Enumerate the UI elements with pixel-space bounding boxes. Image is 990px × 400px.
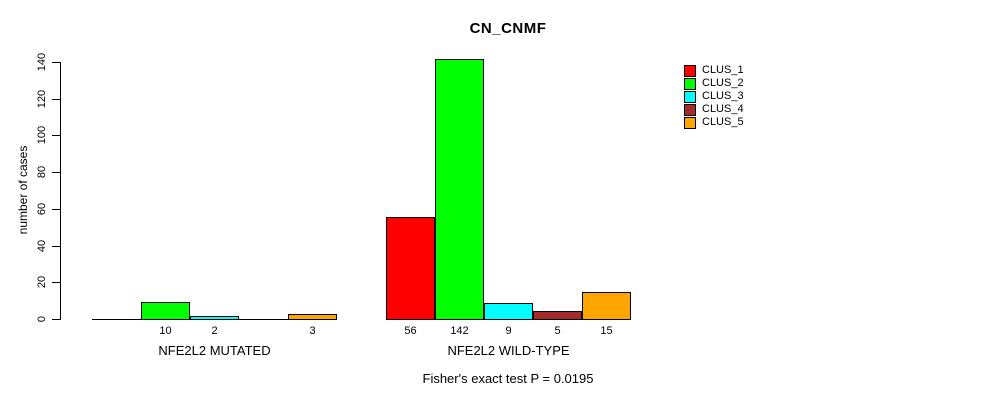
y-axis-tick <box>52 319 60 320</box>
bar-clus_4-zero <box>239 319 288 320</box>
y-axis-tick <box>52 135 60 137</box>
bar-value-label: 15 <box>600 325 613 337</box>
group-label: NFE2L2 WILD-TYPE <box>447 343 570 358</box>
y-axis-tick-label: 100 <box>36 126 48 145</box>
bar-value-label: 2 <box>211 325 218 337</box>
chart-title: CN_CNMF <box>469 20 547 37</box>
y-axis-tick-label: 0 <box>36 315 48 323</box>
y-axis-tick <box>52 282 60 284</box>
bar-clus_5 <box>288 314 337 320</box>
legend-swatch-clus_1 <box>684 65 696 77</box>
bar-value-label: 5 <box>554 325 561 337</box>
y-axis-tick-label: 120 <box>36 89 48 108</box>
y-axis-tick-label: 140 <box>36 52 48 72</box>
bar-clus_1 <box>386 217 435 320</box>
bar-value-label: 9 <box>505 325 512 337</box>
legend-swatch-clus_5 <box>684 117 696 129</box>
y-axis-tick <box>52 208 60 210</box>
legend-label-clus_4: CLUS_4 <box>702 103 744 115</box>
legend-label-clus_1: CLUS_1 <box>702 64 744 76</box>
bar-clus_4 <box>533 310 582 320</box>
y-axis-tick <box>52 172 60 174</box>
legend-label-clus_5: CLUS_5 <box>702 116 744 128</box>
bar-clus_3 <box>190 316 239 320</box>
bar-clus_2 <box>435 59 484 320</box>
bar-clus_5 <box>582 292 631 320</box>
bar-clus_1-zero <box>92 319 141 320</box>
legend-swatch-clus_2 <box>684 78 696 90</box>
y-axis-label: number of cases <box>16 145 30 235</box>
bar-value-label: 142 <box>450 325 469 337</box>
y-axis-tick <box>52 98 60 100</box>
y-axis-tick-label: 20 <box>36 276 48 289</box>
legend-swatch-clus_4 <box>684 104 696 116</box>
legend-label-clus_2: CLUS_2 <box>702 77 744 89</box>
group-label: NFE2L2 MUTATED <box>158 343 271 358</box>
y-axis-tick-label: 40 <box>36 239 48 252</box>
bar-value-label: 3 <box>309 325 316 337</box>
footnote-pvalue: Fisher's exact test P = 0.0195 <box>422 371 594 386</box>
bar-clus_3 <box>484 303 533 320</box>
y-axis-tick-label: 60 <box>36 202 48 215</box>
y-axis-tick-label: 80 <box>36 166 48 179</box>
y-axis-tick <box>52 245 60 247</box>
legend-label-clus_3: CLUS_3 <box>702 90 744 102</box>
y-axis-line <box>60 62 61 320</box>
legend-swatch-clus_3 <box>684 91 696 103</box>
y-axis-tick <box>52 62 60 63</box>
bar-value-label: 56 <box>404 325 417 337</box>
bar-clus_2 <box>141 301 190 320</box>
bar-value-label: 10 <box>159 325 172 337</box>
